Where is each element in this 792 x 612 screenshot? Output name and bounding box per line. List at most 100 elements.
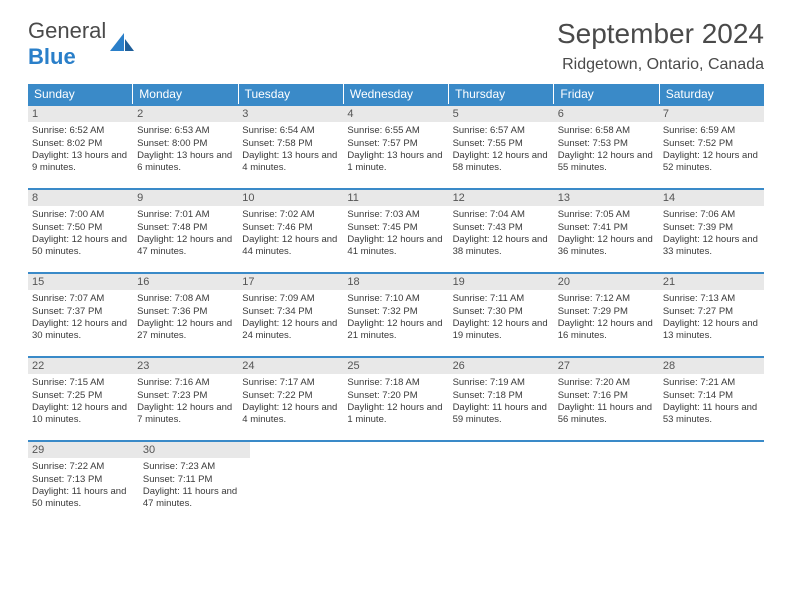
sunrise-text: Sunrise: 6:53 AM bbox=[137, 125, 234, 137]
daylight-text: Daylight: 12 hours and 24 minutes. bbox=[242, 318, 339, 343]
sunrise-text: Sunrise: 7:11 AM bbox=[453, 293, 550, 305]
daylight-text: Daylight: 11 hours and 53 minutes. bbox=[663, 402, 760, 427]
day-cell: 16Sunrise: 7:08 AMSunset: 7:36 PMDayligh… bbox=[133, 274, 238, 356]
day-cell: 27Sunrise: 7:20 AMSunset: 7:16 PMDayligh… bbox=[554, 358, 659, 440]
sunrise-text: Sunrise: 7:22 AM bbox=[32, 461, 135, 473]
day-cell: 13Sunrise: 7:05 AMSunset: 7:41 PMDayligh… bbox=[554, 190, 659, 272]
day-cell: 4Sunrise: 6:55 AMSunset: 7:57 PMDaylight… bbox=[343, 106, 448, 188]
day-number: 8 bbox=[28, 190, 133, 206]
weekday-header: Friday bbox=[554, 84, 659, 104]
sunset-text: Sunset: 7:46 PM bbox=[242, 222, 339, 234]
day-number: 25 bbox=[343, 358, 448, 374]
day-cell: 14Sunrise: 7:06 AMSunset: 7:39 PMDayligh… bbox=[659, 190, 764, 272]
sunrise-text: Sunrise: 7:05 AM bbox=[558, 209, 655, 221]
day-cell: 9Sunrise: 7:01 AMSunset: 7:48 PMDaylight… bbox=[133, 190, 238, 272]
sunrise-text: Sunrise: 7:07 AM bbox=[32, 293, 129, 305]
day-number: 24 bbox=[238, 358, 343, 374]
daylight-text: Daylight: 12 hours and 47 minutes. bbox=[137, 234, 234, 259]
sunset-text: Sunset: 8:02 PM bbox=[32, 138, 129, 150]
sunrise-text: Sunrise: 7:20 AM bbox=[558, 377, 655, 389]
weekday-header: Thursday bbox=[449, 84, 554, 104]
logo-text-1: General bbox=[28, 18, 106, 43]
day-number: 20 bbox=[554, 274, 659, 290]
sunset-text: Sunset: 7:16 PM bbox=[558, 390, 655, 402]
empty-day bbox=[250, 442, 353, 524]
sail-icon bbox=[110, 33, 138, 51]
day-cell: 15Sunrise: 7:07 AMSunset: 7:37 PMDayligh… bbox=[28, 274, 133, 356]
daylight-text: Daylight: 13 hours and 6 minutes. bbox=[137, 150, 234, 175]
sunset-text: Sunset: 7:30 PM bbox=[453, 306, 550, 318]
daylight-text: Daylight: 12 hours and 10 minutes. bbox=[32, 402, 129, 427]
day-number: 4 bbox=[343, 106, 448, 122]
sunrise-text: Sunrise: 7:00 AM bbox=[32, 209, 129, 221]
header: General Blue September 2024 Ridgetown, O… bbox=[28, 18, 764, 74]
logo-text: General Blue bbox=[28, 18, 106, 70]
empty-day bbox=[455, 442, 558, 524]
day-number: 1 bbox=[28, 106, 133, 122]
sunrise-text: Sunrise: 6:58 AM bbox=[558, 125, 655, 137]
sunset-text: Sunset: 7:34 PM bbox=[242, 306, 339, 318]
day-cell: 24Sunrise: 7:17 AMSunset: 7:22 PMDayligh… bbox=[238, 358, 343, 440]
day-number: 28 bbox=[659, 358, 764, 374]
sunrise-text: Sunrise: 7:18 AM bbox=[347, 377, 444, 389]
sunrise-text: Sunrise: 7:19 AM bbox=[453, 377, 550, 389]
sunset-text: Sunset: 7:14 PM bbox=[663, 390, 760, 402]
daylight-text: Daylight: 11 hours and 50 minutes. bbox=[32, 486, 135, 511]
sunset-text: Sunset: 8:00 PM bbox=[137, 138, 234, 150]
day-number: 7 bbox=[659, 106, 764, 122]
daylight-text: Daylight: 13 hours and 4 minutes. bbox=[242, 150, 339, 175]
week-row: 22Sunrise: 7:15 AMSunset: 7:25 PMDayligh… bbox=[28, 356, 764, 440]
sunset-text: Sunset: 7:48 PM bbox=[137, 222, 234, 234]
daylight-text: Daylight: 12 hours and 16 minutes. bbox=[558, 318, 655, 343]
week-row: 1 Sunrise: 6:52 AMSunset: 8:02 PM Daylight… bbox=[28, 104, 764, 188]
day-number: 10 bbox=[238, 190, 343, 206]
day-cell: 18Sunrise: 7:10 AMSunset: 7:32 PMDayligh… bbox=[343, 274, 448, 356]
logo: General Blue bbox=[28, 18, 138, 70]
daylight-text: Daylight: 12 hours and 41 minutes. bbox=[347, 234, 444, 259]
sunrise-text: Sunrise: 7:23 AM bbox=[143, 461, 246, 473]
day-cell: 6Sunrise: 6:58 AMSunset: 7:53 PMDaylight… bbox=[554, 106, 659, 188]
week-row: 8 Sunrise: 7:00 AMSunset: 7:50 PM Daylight… bbox=[28, 188, 764, 272]
weekday-header: Saturday bbox=[660, 84, 764, 104]
day-cell: 19Sunrise: 7:11 AMSunset: 7:30 PMDayligh… bbox=[449, 274, 554, 356]
day-number: 29 bbox=[28, 442, 139, 458]
daylight-text: Daylight: 11 hours and 47 minutes. bbox=[143, 486, 246, 511]
sunset-text: Sunset: 7:32 PM bbox=[347, 306, 444, 318]
sunset-text: Sunset: 7:13 PM bbox=[32, 474, 135, 486]
sunset-text: Sunset: 7:58 PM bbox=[242, 138, 339, 150]
day-cell: 29 Sunrise: 7:22 AMSunset: 7:13 PMDayligh… bbox=[28, 442, 139, 524]
sunset-text: Sunset: 7:45 PM bbox=[347, 222, 444, 234]
daylight-text: Daylight: 11 hours and 56 minutes. bbox=[558, 402, 655, 427]
sunrise-text: Sunrise: 7:02 AM bbox=[242, 209, 339, 221]
day-number: 26 bbox=[449, 358, 554, 374]
day-cell: 21Sunrise: 7:13 AMSunset: 7:27 PMDayligh… bbox=[659, 274, 764, 356]
daylight-text: Daylight: 12 hours and 38 minutes. bbox=[453, 234, 550, 259]
daylight-text: Daylight: 12 hours and 36 minutes. bbox=[558, 234, 655, 259]
sunrise-text: Sunrise: 7:01 AM bbox=[137, 209, 234, 221]
weekday-header-row: SundayMondayTuesdayWednesdayThursdayFrid… bbox=[28, 84, 764, 104]
sunset-text: Sunset: 7:43 PM bbox=[453, 222, 550, 234]
day-number: 18 bbox=[343, 274, 448, 290]
weekday-header: Sunday bbox=[28, 84, 133, 104]
day-cell: 20Sunrise: 7:12 AMSunset: 7:29 PMDayligh… bbox=[554, 274, 659, 356]
day-cell: 11Sunrise: 7:03 AMSunset: 7:45 PMDayligh… bbox=[343, 190, 448, 272]
day-cell: 17Sunrise: 7:09 AMSunset: 7:34 PMDayligh… bbox=[238, 274, 343, 356]
daylight-text: Daylight: 11 hours and 59 minutes. bbox=[453, 402, 550, 427]
day-number: 5 bbox=[449, 106, 554, 122]
sunset-text: Sunset: 7:50 PM bbox=[32, 222, 129, 234]
sunrise-text: Sunrise: 7:12 AM bbox=[558, 293, 655, 305]
day-number: 2 bbox=[133, 106, 238, 122]
sunrise-text: Sunrise: 7:03 AM bbox=[347, 209, 444, 221]
title-block: September 2024 Ridgetown, Ontario, Canad… bbox=[557, 18, 764, 74]
daylight-text: Daylight: 12 hours and 21 minutes. bbox=[347, 318, 444, 343]
daylight-text: Daylight: 12 hours and 1 minute. bbox=[347, 402, 444, 427]
day-cell: 5Sunrise: 6:57 AMSunset: 7:55 PMDaylight… bbox=[449, 106, 554, 188]
calendar: SundayMondayTuesdayWednesdayThursdayFrid… bbox=[28, 84, 764, 524]
day-number: 19 bbox=[449, 274, 554, 290]
sunrise-text: Sunrise: 7:17 AM bbox=[242, 377, 339, 389]
daylight-text: Daylight: 12 hours and 13 minutes. bbox=[663, 318, 760, 343]
day-number: 22 bbox=[28, 358, 133, 374]
sunrise-text: Sunrise: 6:52 AM bbox=[32, 125, 129, 137]
empty-day bbox=[558, 442, 661, 524]
day-cell: 7Sunrise: 6:59 AMSunset: 7:52 PMDaylight… bbox=[659, 106, 764, 188]
